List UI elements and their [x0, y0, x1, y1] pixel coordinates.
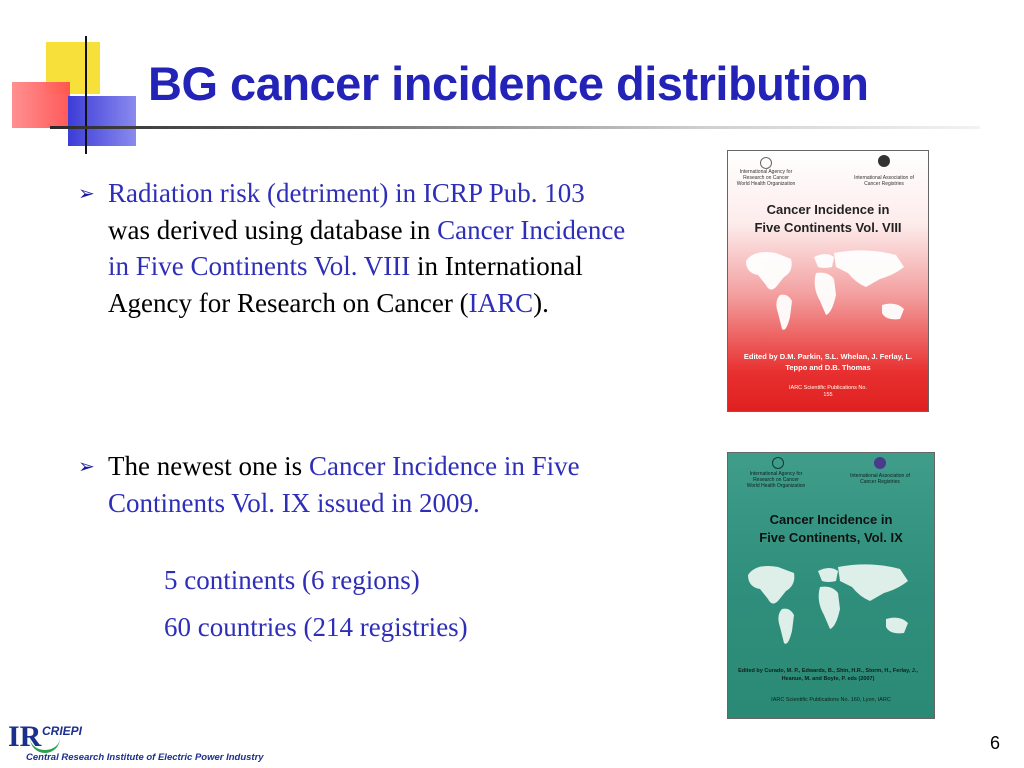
decor-red-square	[12, 82, 70, 128]
world-map-icon	[748, 564, 908, 644]
cover-title-line: Cancer Incidence in	[769, 512, 893, 527]
who-emblem-icon	[772, 457, 784, 469]
world-map-icon	[746, 250, 904, 330]
logo-full-name: Central Research Institute of Electric P…	[26, 752, 264, 763]
bullet-text-2: The newest one is Cancer Incidence in Fi…	[108, 448, 628, 521]
logo-name: CRIEPI	[42, 724, 83, 738]
sub-item-continents: 5 continents (6 regions)	[164, 565, 420, 595]
cover-editors: Edited by D.M. Parkin, S.L. Whelan, J. F…	[743, 352, 913, 372]
bullet-text-1: Radiation risk (detriment) in ICRP Pub. …	[108, 175, 628, 321]
bullet-1-segment: Radiation risk (detriment) in ICRP Pub. …	[108, 178, 585, 208]
cover-title-line: Five Continents, Vol. IX	[759, 530, 903, 545]
criepi-logo: IR CRIEPI Central Research Institute of …	[8, 720, 268, 766]
bullet-1-segment: IARC	[468, 287, 534, 318]
bullet-2-segment: Cancer Incidence in Five Continents Vol.…	[108, 451, 580, 518]
who-emblem-icon	[760, 157, 772, 169]
logo-arc-icon	[30, 736, 60, 753]
bullet-1-segment: in International Agency for Research on …	[108, 251, 583, 318]
arrow-bullet-icon: ➢	[78, 181, 95, 205]
cover-title-line: Five Continents Vol. VIII	[754, 220, 902, 235]
bullet-1-segment: was derived using database in	[108, 214, 438, 245]
bullet-1-segment: Cancer Incidence in Five Continents Vol.…	[108, 214, 626, 282]
bullet-2-segment: The newest one is	[108, 451, 309, 481]
bullet-1-segment: ).	[533, 287, 549, 318]
decor-vertical-line	[85, 36, 87, 154]
cover-editors: Edited by Curado, M. P., Edwards, B., Sh…	[738, 668, 918, 682]
sub-item-countries: 60 countries (214 registries)	[164, 612, 468, 642]
book-cover-vol-ix: International Agency for Research on Can…	[727, 452, 935, 719]
iacr-emblem-icon	[874, 457, 886, 469]
book-cover-vol-viii: International Agency for Research on Can…	[727, 150, 929, 412]
cover-publication: IARC Scientific Publications No. 160, Ly…	[771, 697, 891, 703]
cover-title: Cancer Incidence in Five Continents Vol.…	[728, 201, 928, 237]
cover-org-right: International Association of Cancer Regi…	[854, 175, 914, 187]
cover-org-left: International Agency for Research on Can…	[746, 471, 806, 489]
cover-title: Cancer Incidence in Five Continents, Vol…	[728, 511, 934, 547]
arrow-bullet-icon: ➢	[78, 454, 95, 478]
cover-org-right: International Association of Cancer Regi…	[850, 473, 910, 485]
page-number: 6	[990, 733, 1001, 753]
slide-title: BG cancer incidence distribution	[148, 57, 869, 110]
decor-blue-square	[68, 96, 136, 146]
cover-publication: IARC Scientific Publications No. 155	[789, 385, 867, 398]
title-underline	[50, 126, 980, 129]
iacr-emblem-icon	[878, 155, 890, 167]
cover-org-left: International Agency for Research on Can…	[736, 169, 796, 187]
cover-title-line: Cancer Incidence in	[766, 202, 890, 217]
